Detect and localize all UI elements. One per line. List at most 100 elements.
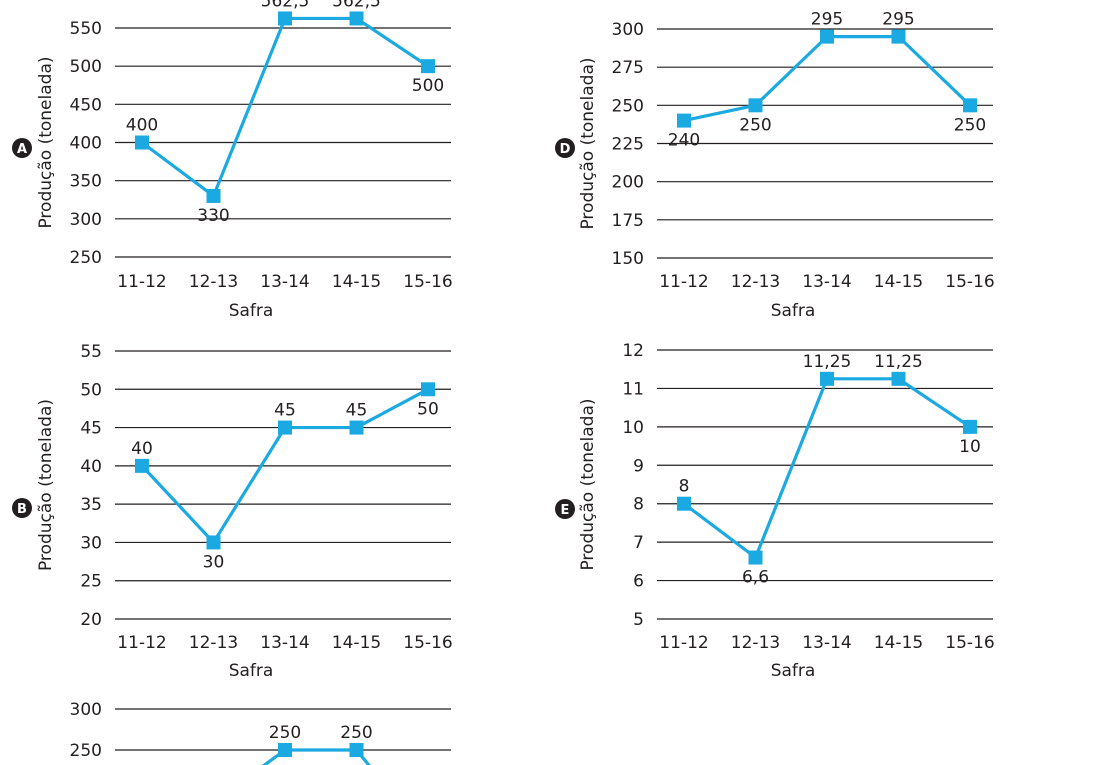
data-label: 295 xyxy=(811,10,843,30)
series xyxy=(677,371,977,565)
y-tick-label: 55 xyxy=(80,342,102,362)
data-label: 11,25 xyxy=(874,352,923,372)
data-point xyxy=(421,59,435,74)
data-label: 40 xyxy=(131,439,153,459)
x-axis: 11-12 12-13 13-14 14-15 15-16 xyxy=(117,272,452,292)
series xyxy=(135,382,435,550)
y-tick-label: 250 xyxy=(612,96,644,116)
chart-c: 250 300 250 250 xyxy=(70,700,451,765)
data-label: 10 xyxy=(959,437,981,457)
x-tick-label: 13-14 xyxy=(802,633,851,653)
data-label: 45 xyxy=(274,401,296,421)
badge-letter: D xyxy=(560,142,571,157)
badge-letter: A xyxy=(17,142,27,157)
chart-b: 20 25 30 35 40 45 50 55 11-12 12-13 13-14 14-15 15-1… xyxy=(12,342,452,681)
y-axis-title: Produção (tonelada) xyxy=(578,398,598,570)
x-tick-label: 13-14 xyxy=(260,272,309,292)
series xyxy=(261,743,371,765)
y-tick-label: 225 xyxy=(612,135,644,155)
x-tick-label: 12-13 xyxy=(731,633,780,653)
badge-circle xyxy=(12,498,32,518)
y-tick-label: 200 xyxy=(612,173,644,193)
series-line xyxy=(683,377,971,560)
y-tick-label: 6 xyxy=(633,572,644,592)
data-point xyxy=(820,371,834,386)
x-tick-label: 11-12 xyxy=(659,272,708,292)
y-tick-label: 350 xyxy=(70,172,102,192)
y-tick-label: 250 xyxy=(70,248,102,268)
y-axis-title: Produção (tonelada) xyxy=(36,56,56,228)
y-tick-label: 300 xyxy=(70,700,102,720)
x-axis: 11-12 12-13 13-14 14-15 15-16 xyxy=(659,272,994,292)
y-tick-label: 8 xyxy=(633,495,644,515)
data-point xyxy=(278,420,292,435)
data-label: 45 xyxy=(346,401,368,421)
y-tick-label: 12 xyxy=(622,341,644,361)
y-tick-label: 20 xyxy=(80,610,102,630)
x-tick-label: 15-16 xyxy=(403,272,452,292)
data-point xyxy=(206,188,221,203)
x-tick-label: 11-12 xyxy=(117,633,166,653)
chart-a: 250 300 350 400 450 500 550 11-12 12-13 13-14 14-1… xyxy=(12,0,452,321)
data-point xyxy=(135,458,149,473)
data-point xyxy=(349,11,364,26)
y-tick-label: 550 xyxy=(70,19,102,39)
data-label: 500 xyxy=(412,76,444,96)
data-label: 250 xyxy=(269,723,301,743)
chart-e: 5 6 7 8 9 10 11 12 11-12 12-13 13-14 14-15 15-16 Safr… xyxy=(555,341,994,681)
x-tick-label: 13-14 xyxy=(260,633,309,653)
data-label: 30 xyxy=(203,552,225,572)
data-point xyxy=(135,135,149,150)
x-tick-label: 14-15 xyxy=(332,272,381,292)
y-tick-label: 10 xyxy=(622,418,644,438)
data-point xyxy=(206,535,221,550)
x-axis: 11-12 12-13 13-14 14-15 15-16 xyxy=(659,633,994,653)
badge-circle xyxy=(555,138,575,158)
data-label: 562,5 xyxy=(332,0,381,11)
x-tick-label: 14-15 xyxy=(874,272,923,292)
badge-letter: E xyxy=(561,503,570,518)
y-tick-label: 250 xyxy=(70,741,102,761)
y-tick-label: 9 xyxy=(633,456,644,476)
y-tick-label: 500 xyxy=(70,57,102,77)
data-label: 250 xyxy=(340,723,372,743)
x-tick-label: 12-13 xyxy=(189,633,238,653)
data-point xyxy=(421,382,435,397)
data-label: 240 xyxy=(668,131,700,151)
data-label: 50 xyxy=(417,399,439,419)
y-tick-label: 45 xyxy=(80,419,102,439)
panel-badge: B xyxy=(12,498,32,518)
data-point xyxy=(748,98,763,113)
x-axis-title: Safra xyxy=(229,301,274,321)
series xyxy=(677,29,977,128)
x-axis-title: Safra xyxy=(229,661,274,681)
y-axis-title: Produção (tonelada) xyxy=(578,57,598,229)
y-tick-label: 5 xyxy=(633,610,644,630)
y-tick-label: 450 xyxy=(70,95,102,115)
chart-d: 150 175 200 225 250 275 300 11-12 12-13 13-14 14-1… xyxy=(555,10,994,321)
data-point xyxy=(349,420,364,435)
y-tick-label: 275 xyxy=(612,58,644,78)
data-point xyxy=(963,419,977,434)
data-point xyxy=(748,550,763,565)
badge-circle xyxy=(12,138,32,158)
y-tick-label: 150 xyxy=(612,249,644,269)
badge-letter: B xyxy=(17,502,27,517)
x-tick-label: 14-15 xyxy=(332,633,381,653)
data-point xyxy=(963,98,977,113)
y-tick-label: 400 xyxy=(70,134,102,154)
panel-badge: D xyxy=(555,138,575,158)
panel-badge: A xyxy=(12,138,32,158)
data-point xyxy=(278,743,292,757)
y-tick-label: 7 xyxy=(633,533,644,553)
data-label: 11,25 xyxy=(803,352,852,372)
y-tick-label: 50 xyxy=(80,380,102,400)
data-label: 250 xyxy=(739,115,771,135)
x-axis: 11-12 12-13 13-14 14-15 15-16 xyxy=(117,633,452,653)
x-tick-label: 11-12 xyxy=(117,272,166,292)
panel-badge: E xyxy=(555,499,575,519)
series-line xyxy=(683,35,972,123)
data-label: 562,5 xyxy=(261,0,310,11)
data-point xyxy=(677,496,691,511)
x-axis-title: Safra xyxy=(771,661,816,681)
